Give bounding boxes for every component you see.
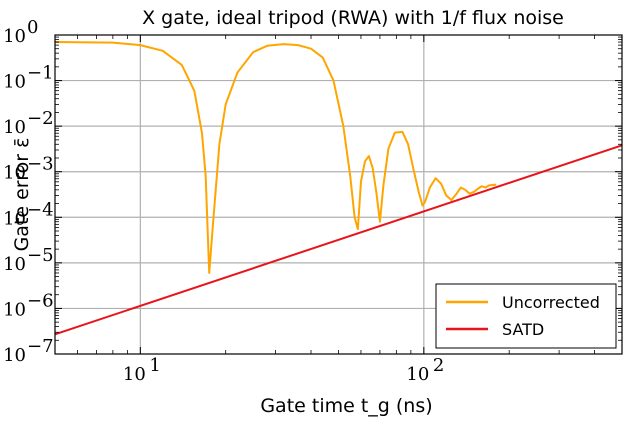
y-tick-label: 10 xyxy=(3,254,26,275)
x-axis-label: Gate time t_g (ns) xyxy=(260,395,432,417)
legend-box xyxy=(435,283,617,349)
y-tick-label: 10 xyxy=(3,345,26,366)
grid xyxy=(55,35,622,354)
legend-label-uncorrected: Uncorrected xyxy=(502,293,600,312)
y-tick-label: 10 xyxy=(3,117,26,138)
series-line-uncorrected xyxy=(55,41,497,274)
series-layer xyxy=(55,41,622,336)
y-tick-label: 10 xyxy=(3,163,26,184)
y-tick-label: 10 xyxy=(3,208,26,229)
y-tick-exponent: 0 xyxy=(27,17,38,38)
series-line-satd xyxy=(55,144,622,336)
x-tick-label: 10 xyxy=(123,364,146,385)
legend: Uncorrected SATD xyxy=(435,283,617,349)
y-tick-exponent: −7 xyxy=(27,336,54,357)
y-tick-exponent: −5 xyxy=(27,245,54,266)
y-axis-label: Gate error ε̄ xyxy=(11,138,33,252)
y-tick-label: 10 xyxy=(3,26,26,47)
x-tick-exponent: 2 xyxy=(433,355,444,376)
x-tick-exponent: 1 xyxy=(149,355,160,376)
ticks-layer: 10 1 10 210 010 −110 −210 −310 −410 −510 −610 −7 xyxy=(3,17,623,385)
y-tick-exponent: −1 xyxy=(27,63,54,84)
y-tick-exponent: −3 xyxy=(27,154,54,175)
y-tick-exponent: −2 xyxy=(27,108,54,129)
chart-title: X gate, ideal tripod (RWA) with 1/f flux… xyxy=(142,7,564,29)
x-tick-label: 10 xyxy=(406,364,429,385)
y-tick-exponent: −4 xyxy=(27,199,54,220)
legend-label-satd: SATD xyxy=(502,320,544,339)
y-tick-label: 10 xyxy=(3,72,26,93)
y-tick-label: 10 xyxy=(3,299,26,320)
y-tick-exponent: −6 xyxy=(27,290,54,311)
